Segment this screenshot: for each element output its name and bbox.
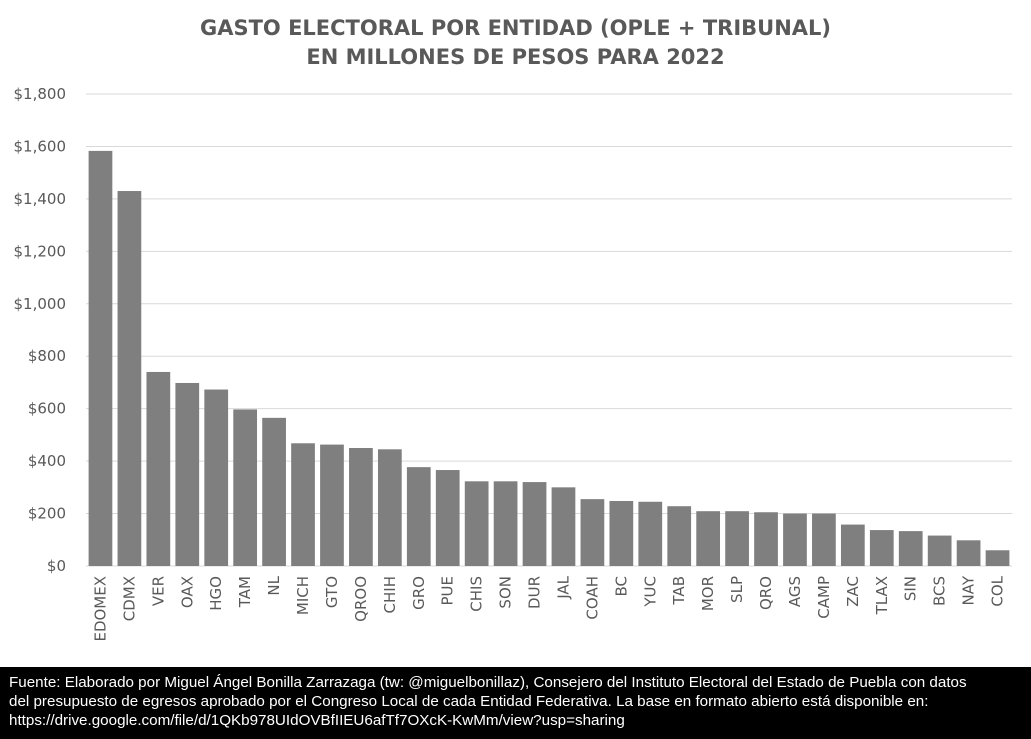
bar-bc — [609, 500, 634, 566]
bar-nay — [956, 540, 981, 566]
x-tick-label: CHIH — [381, 576, 399, 613]
x-tick-label: MICH — [294, 576, 312, 615]
x-tick-label: COL — [989, 575, 1007, 606]
bar-cdmx — [117, 191, 142, 566]
bars — [88, 150, 1010, 566]
bar-bcs — [927, 535, 952, 566]
source-footer: Fuente: Elaborado por Miguel Ángel Bonil… — [0, 667, 1031, 739]
bar-gto — [320, 444, 344, 566]
y-tick-label: $0 — [47, 557, 66, 575]
gridlines — [86, 93, 1012, 567]
bar-qroo — [349, 448, 373, 566]
x-tick-label: DUR — [526, 576, 544, 609]
x-tick-label: TAM — [236, 576, 254, 608]
x-tick-label: JAL — [554, 575, 572, 599]
x-tick-label: TAB — [670, 576, 688, 606]
x-tick-label: NAY — [960, 575, 978, 605]
x-tick-label: GTO — [323, 576, 341, 608]
y-tick-label: $400 — [28, 452, 66, 470]
x-tick-label: YUC — [641, 576, 659, 608]
bar-jal — [551, 487, 576, 566]
bar-col — [985, 550, 1010, 566]
chart-title: GASTO ELECTORAL POR ENTIDAD (OPLE + TRIB… — [0, 14, 1031, 72]
x-tick-label: QROO — [352, 576, 370, 622]
bar-tam — [233, 409, 258, 566]
x-tick-label: BC — [612, 576, 630, 597]
bar-ags — [783, 513, 807, 566]
bar-slp — [725, 511, 749, 566]
x-tick-label: AGS — [786, 576, 804, 607]
bar-edomex — [88, 150, 113, 566]
y-tick-label: $1,600 — [14, 137, 67, 155]
footer-line-1: Fuente: Elaborado por Miguel Ángel Bonil… — [9, 674, 967, 691]
bar-chih — [377, 449, 402, 566]
bar-nl — [262, 417, 286, 566]
x-tick-label: HGO — [207, 576, 225, 611]
bar-mich — [291, 443, 315, 566]
footer-line-2: del presupuesto de egresos aprobado por … — [9, 693, 929, 710]
bar-mor — [696, 511, 721, 566]
x-tick-label: COAH — [583, 576, 601, 620]
x-tick-label: SIN — [902, 576, 920, 601]
x-tick-label: ZAC — [844, 576, 862, 607]
footer-line-3: https://drive.google.com/file/d/1QKb978U… — [9, 712, 625, 729]
bar-chart: $0 $200 $400 $600 $800 $1,000 $1,200 $1,400 $1,6… — [14, 85, 1012, 642]
bar-pue — [435, 470, 460, 566]
chart-title-line-2: EN MILLONES DE PESOS PARA 2022 — [306, 45, 725, 69]
y-tick-label: $1,800 — [14, 85, 67, 103]
y-tick-label: $200 — [28, 505, 66, 523]
y-tick-label: $1,400 — [14, 190, 67, 208]
x-tick-label: QRO — [757, 576, 775, 610]
bar-tab — [667, 506, 692, 566]
x-tick-label: MOR — [699, 576, 717, 611]
x-tick-label: CHIS — [468, 576, 486, 612]
x-tick-label: CDMX — [120, 576, 138, 621]
y-tick-label: $800 — [28, 347, 66, 365]
bar-tlax — [869, 530, 894, 566]
bar-chis — [464, 481, 489, 566]
y-tick-label: $600 — [28, 400, 66, 418]
bar-dur — [522, 482, 547, 566]
bar-sin — [898, 531, 923, 566]
bar-son — [493, 481, 518, 566]
x-tick-label: NL — [265, 575, 283, 595]
x-tick-label: CAMP — [815, 576, 833, 619]
bar-qro — [754, 512, 778, 566]
y-axis-labels: $0 $200 $400 $600 $800 $1,000 $1,200 $1,400 $1,6… — [14, 85, 67, 575]
x-tick-label: TLAX — [873, 576, 891, 615]
bar-hgo — [204, 389, 229, 566]
chart-title-line-1: GASTO ELECTORAL POR ENTIDAD (OPLE + TRIB… — [199, 16, 832, 40]
y-tick-label: $1,200 — [14, 242, 67, 260]
y-tick-label: $1,000 — [14, 295, 67, 313]
bar-coah — [580, 499, 605, 566]
x-tick-label: OAX — [178, 576, 196, 608]
bar-gro — [406, 467, 431, 566]
bar-ver — [146, 371, 171, 566]
x-tick-label: VER — [149, 576, 167, 606]
x-tick-label: EDOMEX — [91, 576, 109, 642]
bar-zac — [840, 524, 865, 566]
bar-camp — [812, 513, 836, 566]
bar-yuc — [638, 501, 663, 566]
x-tick-label: SLP — [728, 576, 746, 603]
x-tick-label: BCS — [931, 576, 949, 606]
x-tick-label: GRO — [410, 576, 428, 610]
bar-oax — [175, 382, 200, 566]
x-tick-label: SON — [497, 576, 515, 609]
x-tick-label: PUE — [439, 576, 457, 606]
x-axis-labels: EDOMEX CDMX VER OAX HGO TAM NL MICH GTO QROO CHIH G… — [91, 575, 1006, 641]
